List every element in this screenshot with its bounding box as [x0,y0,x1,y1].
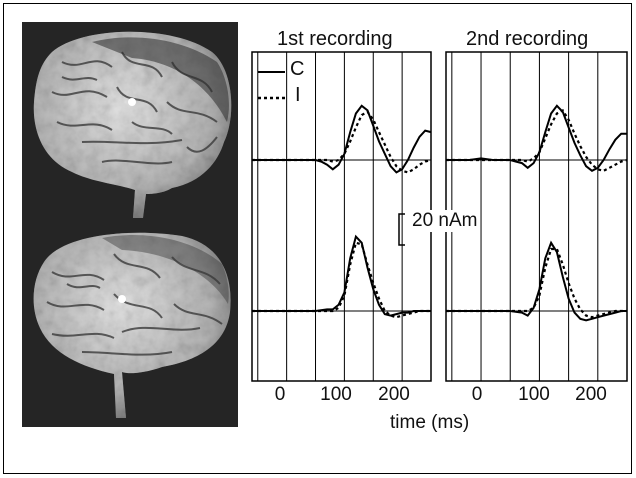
series-c-panel2-row2 [446,240,627,322]
tick-label-200-left: 200 [378,384,410,405]
series-i-panel2-row1 [446,108,628,172]
tick-label-200-right: 200 [575,384,607,405]
series-c-panel2-row1 [446,104,627,172]
legend-label-i: I [295,84,301,106]
x-axis-title: time (ms) [390,412,470,433]
tick-label-100-left: 100 [320,384,352,405]
panel-title-2nd-recording: 2nd recording [466,28,589,50]
series-i-panel1-row2 [252,241,431,319]
tick-label-100-right: 100 [518,384,550,405]
brain-image-upper [33,31,232,219]
scale-bar-label: 20 nAm [410,210,480,232]
legend-label-c: C [290,58,305,80]
source-marker-lower [118,295,126,303]
brain-images-panel [22,22,238,427]
series-i-panel2-row2 [446,247,627,319]
tick-label-0-left: 0 [274,384,286,405]
brain-image-lower [33,232,231,418]
series-c-panel1-row1 [252,104,432,174]
scale-bar [398,213,405,246]
tick-label-0-right: 0 [471,384,483,405]
panel-title-1st-recording: 1st recording [277,28,393,50]
series-i-panel1-row1 [252,110,432,174]
source-marker-upper [128,98,136,106]
plot-frame-1 [251,51,432,382]
